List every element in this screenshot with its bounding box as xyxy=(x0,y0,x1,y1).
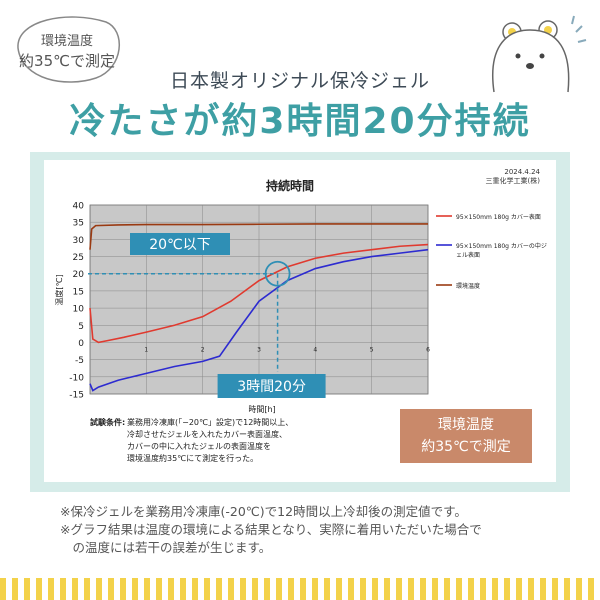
chart-company: 三重化学工業(株) xyxy=(486,176,541,185)
x-tick-label: 1 xyxy=(144,346,148,353)
test-conditions: 試験条件: 業務用冷凍庫(「−20℃」設定)で12時間以上、 冷却させたジェルを… xyxy=(90,417,293,463)
y-tick-label: 30 xyxy=(73,236,85,246)
temperature-badge: 環境温度 約35℃で測定 xyxy=(8,8,126,86)
chart-date: 2024.4.24 xyxy=(504,168,540,176)
x-tick-label: 2 xyxy=(201,346,205,353)
test-conditions-line: 環境温度約35℃にて測定を行った。 xyxy=(127,453,258,463)
y-tick-label: 15 xyxy=(73,287,84,297)
y-tick-label: -10 xyxy=(69,373,84,383)
legend-label: 95×150mm 180g カバー表面 xyxy=(456,213,541,221)
footnote: ※グラフ結果は温度の環境による結果となり、実際に着用いただいた場合で xyxy=(60,522,482,537)
badge-line1: 環境温度 xyxy=(40,34,93,49)
badge-line2: 約35℃で測定 xyxy=(19,52,115,70)
footnote: ※保冷ジェルを業務用冷凍庫(-20℃)で12時間以上冷却後の測定値です。 xyxy=(60,504,467,519)
decorative-stripes xyxy=(0,578,600,600)
threshold-label: 20℃以下 xyxy=(149,237,211,253)
x-tick-label: 5 xyxy=(370,346,374,353)
y-tick-label: 5 xyxy=(78,322,84,332)
chart-title: 持続時間 xyxy=(266,178,314,193)
test-conditions-line: 業務用冷凍庫(「−20℃」設定)で12時間以上、 xyxy=(127,417,293,427)
x-tick-label: 4 xyxy=(313,346,317,353)
page-title: 冷たさが約3時間20分持続 xyxy=(69,101,531,142)
y-tick-label: 25 xyxy=(73,253,84,263)
y-tick-label: 20 xyxy=(73,270,85,280)
threshold-label-box xyxy=(130,233,230,255)
badge-outline xyxy=(17,16,120,83)
y-tick-label: -15 xyxy=(69,391,84,401)
x-tick-label: 3 xyxy=(257,346,261,353)
series-line xyxy=(89,243,429,344)
y-tick-label: 0 xyxy=(78,339,84,349)
x-axis-label: 時間[h] xyxy=(248,405,275,414)
y-tick-label: 10 xyxy=(73,305,85,315)
y-tick-label: 40 xyxy=(73,202,85,212)
duration-label: 3時間20分 xyxy=(237,379,306,395)
y-tick-label: -5 xyxy=(75,356,84,366)
intersection-circle xyxy=(264,260,291,287)
note-line1: 環境温度 xyxy=(438,417,494,433)
note-line2: 約35℃で測定 xyxy=(421,439,511,455)
legend-label: 95×150mm 180g カバーの中ジェル表面 xyxy=(456,242,547,259)
duration-label-box xyxy=(217,374,326,398)
bear-illustration xyxy=(492,15,587,93)
page-subtitle: 日本製オリジナル保冷ジェル xyxy=(169,70,430,92)
test-conditions-line: 冷却させたジェルを入れたカバー表面温度、 xyxy=(127,429,287,439)
series-line xyxy=(89,248,429,392)
y-tick-label: 35 xyxy=(73,219,84,229)
legend-label: 環境温度 xyxy=(456,282,480,290)
footnotes: ※保冷ジェルを業務用冷凍庫(-20℃)で12時間以上冷却後の測定値です。 ※グラ… xyxy=(60,503,580,557)
y-axis-label: 温度[℃] xyxy=(54,274,64,305)
ambient-temperature-note: 環境温度 約35℃で測定 xyxy=(400,409,532,463)
test-conditions-label: 試験条件: xyxy=(90,417,125,427)
series-line xyxy=(89,223,428,250)
x-tick-label: 6 xyxy=(426,346,430,353)
bear-head xyxy=(492,29,570,93)
test-conditions-line: カバーの中に入れたジェルの表面温度を xyxy=(127,441,271,451)
footnote: の温度には若干の誤差が生じます。 xyxy=(60,540,272,555)
